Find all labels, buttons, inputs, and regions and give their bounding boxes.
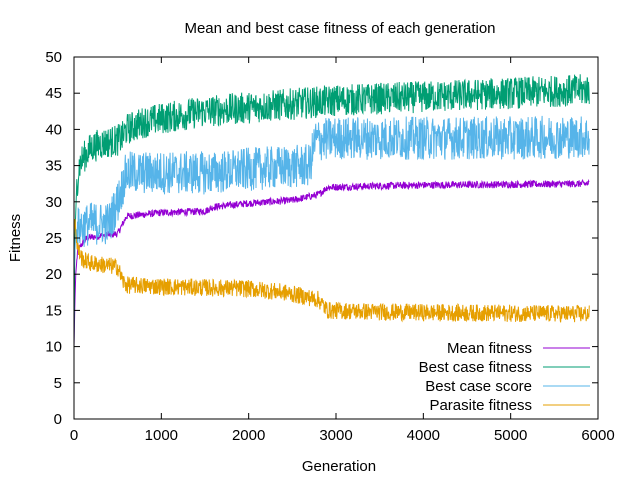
x-tick-label: 0 [70,427,78,444]
x-axis-label: Generation [302,458,376,475]
y-tick-label: 45 [45,85,62,102]
y-tick-label: 30 [45,194,62,211]
legend-label-3: Parasite fitness [429,397,532,414]
x-tick-label: 3000 [319,427,352,444]
y-tick-label: 0 [54,411,62,428]
series-line-2 [73,115,590,275]
legend: Mean fitness Best case fitness Best case s… [419,340,590,414]
y-tick-label: 15 [45,302,62,319]
x-tick-label: 5000 [494,427,527,444]
series-line-3 [73,219,590,323]
x-tick-label: 2000 [232,427,265,444]
series-line-0 [73,178,590,347]
y-tick-label: 5 [54,375,62,392]
y-tick-label: 40 [45,121,62,138]
x-tick-label: 6000 [581,427,614,444]
plot-frame [73,56,599,420]
legend-label-1: Best case fitness [419,359,532,376]
y-axis-label: Fitness [7,214,24,262]
y-tick-label: 25 [45,230,62,247]
y-tick-label: 50 [45,49,62,66]
x-tick-label: 1000 [145,427,178,444]
series-line-1 [73,74,590,347]
y-tick-label: 10 [45,339,62,356]
series-layer [73,74,590,347]
y-tick-label: 35 [45,158,62,175]
legend-label-2: Best case score [425,378,532,395]
y-tick-label: 20 [45,266,62,283]
ticks-layer: 0 1000 2000 3000 4000 5000 6000 0 5 10 15 20 25 30 35 4… [45,49,614,444]
x-tick-label: 4000 [407,427,440,444]
chart-title: Mean and best case fitness of each gener… [184,20,495,37]
legend-label-0: Mean fitness [447,340,532,357]
